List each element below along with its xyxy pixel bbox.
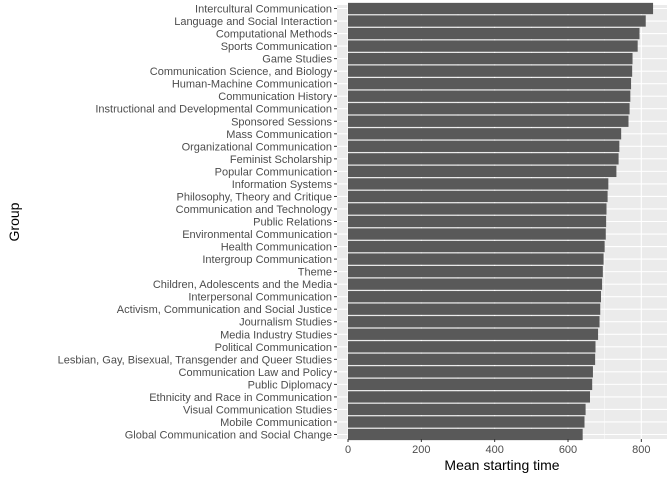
y-tick-label: Computational Methods <box>216 29 333 41</box>
bar <box>348 265 603 278</box>
y-tick-label: Theme <box>298 267 332 279</box>
y-tick-label: Children, Adolescents and the Media <box>153 279 333 291</box>
bar <box>348 253 604 265</box>
bar <box>348 366 593 378</box>
bar <box>348 228 606 240</box>
bar <box>348 291 601 303</box>
y-tick-label: Game Studies <box>262 54 332 66</box>
y-tick-label: Lesbian, Gay, Bisexual, Transgender and … <box>58 354 333 366</box>
bar <box>348 403 586 416</box>
bar <box>348 328 599 340</box>
y-tick-label: Language and Social Interaction <box>174 16 332 28</box>
y-tick-label: Media Industry Studies <box>220 329 332 341</box>
bar <box>348 341 596 353</box>
bar <box>348 378 593 391</box>
bar <box>348 416 585 428</box>
y-tick-label: Intercultural Communication <box>195 4 332 16</box>
y-tick-label: Feminist Scholarship <box>230 154 332 166</box>
bar <box>348 178 609 190</box>
x-tick-label: 800 <box>632 444 650 456</box>
y-tick-label: Communication History <box>218 91 332 103</box>
bar <box>348 316 600 328</box>
y-tick-label: Popular Communication <box>215 166 332 178</box>
y-tick-label: Sponsored Sessions <box>231 116 332 128</box>
x-tick-label: 200 <box>412 444 430 456</box>
y-tick-label: Intergroup Communication <box>202 254 332 266</box>
bar <box>348 15 646 27</box>
y-tick-label: Journalism Studies <box>239 317 332 329</box>
y-tick-label: Interpersonal Communication <box>188 292 332 304</box>
x-tick-label: 0 <box>345 444 351 456</box>
y-tick-label: Instructional and Developmental Communic… <box>95 104 332 116</box>
y-tick-label: Mass Communication <box>226 129 332 141</box>
y-tick-label: Political Communication <box>215 342 332 354</box>
y-tick-label: Human-Machine Communication <box>172 79 332 91</box>
y-tick-label: Information Systems <box>232 179 333 191</box>
y-tick-label: Environmental Communication <box>182 229 332 241</box>
y-tick-label: Communication and Technology <box>176 204 333 216</box>
bar <box>348 27 640 40</box>
bar <box>348 90 631 102</box>
x-axis: 0 200 400 600 800 <box>345 439 651 456</box>
bar <box>348 303 601 315</box>
bar <box>348 278 603 290</box>
x-tick-label: 600 <box>559 444 577 456</box>
x-tick-label: 400 <box>485 444 503 456</box>
y-tick-label: Health Communication <box>221 242 332 254</box>
bar <box>348 153 619 165</box>
y-tick-label: Communication Science, and Biology <box>150 66 333 78</box>
y-tick-label: Mobile Communication <box>220 417 332 429</box>
bar <box>348 103 630 115</box>
bar <box>348 215 607 228</box>
bar-layer <box>348 2 654 441</box>
bar <box>348 65 633 77</box>
bar <box>348 2 654 15</box>
y-tick-label: Activism, Communication and Social Justi… <box>117 304 332 316</box>
bar <box>348 391 590 403</box>
y-tick-label: Sports Communication <box>221 41 332 53</box>
bar <box>348 428 583 441</box>
bar <box>348 40 638 52</box>
y-tick-label: Organizational Communication <box>182 141 332 153</box>
bar <box>348 240 605 253</box>
bar <box>348 203 607 215</box>
y-tick-label: Visual Communication Studies <box>183 404 332 416</box>
bar <box>348 190 608 203</box>
x-axis-title: Mean starting time <box>444 457 559 473</box>
y-tick-label: Public Diplomacy <box>248 379 333 391</box>
bar <box>348 128 622 140</box>
y-axis-title: Group <box>6 202 22 241</box>
bar <box>348 115 629 127</box>
y-tick-label: Public Relations <box>253 217 332 229</box>
y-tick-label: Communication Law and Policy <box>179 367 333 379</box>
y-tick-label: Ethnicity and Race in Communication <box>149 392 332 404</box>
bar <box>348 140 620 152</box>
y-tick-label: Global Communication and Social Change <box>125 430 332 442</box>
bar <box>348 353 596 365</box>
y-tick-label: Philosophy, Theory and Critique <box>176 191 332 203</box>
bar <box>348 78 632 90</box>
bar <box>348 52 633 65</box>
bar <box>348 165 617 178</box>
